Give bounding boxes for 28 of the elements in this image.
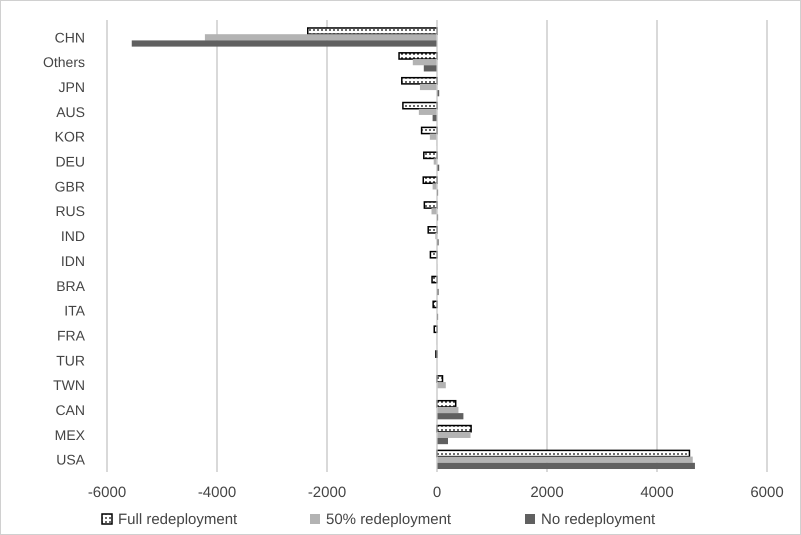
y-tick-label: AUS [56, 104, 85, 120]
y-tick-label: CHN [54, 29, 85, 46]
y-tick-label: KOR [54, 128, 85, 145]
x-tick-label: -4000 [198, 484, 236, 501]
y-tick-label: TUR [56, 352, 85, 368]
y-tick-label: JPN [58, 78, 85, 95]
y-tick-label: TWN [53, 377, 85, 394]
x-tick-label: -2000 [308, 484, 346, 501]
y-tick-label: GBR [54, 178, 85, 194]
x-tick-label: 0 [432, 484, 442, 501]
y-tick-label: MEX [54, 426, 86, 443]
y-tick-label: USA [56, 452, 86, 468]
y-tick-label: Others [42, 54, 85, 70]
y-tick-label: BRA [56, 278, 86, 294]
y-tick-label: IND [60, 228, 85, 244]
x-tick-label: 6000 [750, 484, 784, 501]
legend-label: 50% redeployment [326, 511, 452, 528]
y-tick-label: CAN [55, 402, 85, 418]
legend-label: Full redeployment [118, 511, 238, 528]
x-tick-label: 2000 [530, 484, 564, 501]
y-tick-label: FRA [57, 327, 86, 344]
x-tick-label: 4000 [640, 484, 674, 501]
y-tick-label: RUS [55, 203, 85, 220]
y-tick-label: ITA [64, 302, 86, 319]
y-tick-label: IDN [60, 252, 85, 269]
legend-label: No redeployment [541, 511, 656, 528]
x-tick-label: -6000 [88, 484, 126, 501]
y-tick-label: DEU [55, 154, 85, 170]
